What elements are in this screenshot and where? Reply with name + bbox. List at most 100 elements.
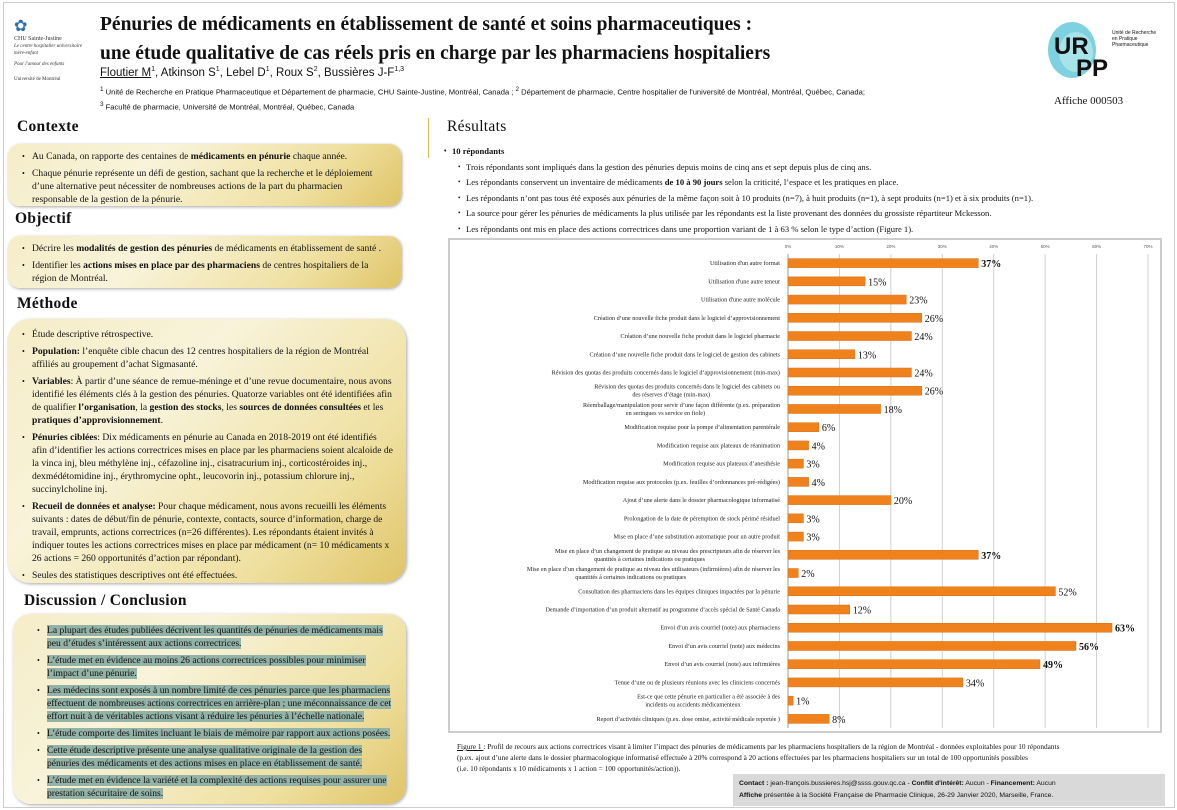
author-name: Lebel D: [226, 66, 266, 79]
bar: [787, 367, 912, 378]
value-label: 52%: [1058, 587, 1076, 598]
value-label: 18%: [884, 405, 902, 416]
author-affil: 1: [265, 66, 270, 73]
value-label: 8%: [832, 715, 845, 726]
value-label: 3%: [806, 460, 819, 471]
bar: [787, 294, 907, 305]
category-label: Consultation des pharmaciens dans les éq…: [578, 588, 780, 595]
bar: [787, 276, 866, 287]
x-tick-label: 40%: [989, 244, 998, 249]
bar: [787, 331, 912, 341]
bar: [787, 550, 979, 560]
section-title-objectif: Objectif: [15, 210, 72, 227]
affiliation-2: Département de pharmacie, Centre hospita…: [519, 87, 865, 97]
bar: [787, 695, 794, 706]
caption-text: : Profil de recours aux actions correctr…: [483, 742, 1060, 751]
bullet-item: L’étude met en évidence au moins 26 acti…: [37, 654, 394, 680]
coi-value: Aucun -: [963, 780, 991, 787]
logo-sub: Le centre hospitalier universitaire mère…: [14, 44, 83, 56]
author-name: Bussières J-F: [324, 66, 395, 79]
poster-title: Pénuries de médicaments en établissement…: [100, 10, 770, 68]
author-affil: 1,3: [394, 66, 405, 73]
value-label: 12%: [853, 606, 871, 617]
value-label: 2%: [801, 569, 814, 580]
text-segment: , les: [221, 402, 240, 413]
x-tick-label: 10%: [835, 244, 844, 249]
figure-caption: Figure 1 : Profil de recours aux actions…: [457, 741, 1157, 774]
category-label: Envoi d’un avis courriel (note) aux phar…: [660, 625, 780, 632]
x-tick-label: 20%: [886, 244, 895, 249]
caption-line-3: (i.e. 10 répondants x 10 médicaments x 1…: [457, 764, 681, 773]
bullet-item: La plupart des études publiées décrivent…: [37, 624, 394, 650]
category-label: Est-ce que cette pénurie en particulier …: [637, 694, 781, 709]
bullet-item: Les médecins sont exposés à un nombre li…: [37, 684, 394, 723]
value-label: 37%: [981, 551, 1001, 562]
text-segment: et les: [360, 402, 384, 413]
svg-text:en Pratique: en Pratique: [1112, 36, 1138, 42]
bullet-text: L’étude met en évidence la variété et la…: [47, 775, 387, 799]
presented-text: présentée à la Société Française de Phar…: [762, 792, 1054, 799]
bar: [787, 404, 881, 414]
bullet-item: Variables: À partir d’une séance de remu…: [22, 375, 394, 427]
bar: [787, 385, 922, 396]
bullet-text: Population: l’enquête cible chacun des 1…: [32, 346, 369, 370]
x-tick-label: 30%: [938, 244, 947, 249]
value-label: 3%: [806, 533, 819, 544]
value-label: 34%: [966, 678, 984, 689]
value-label: 6%: [822, 423, 835, 434]
category-label: Utilisation d'une autre teneur: [708, 278, 780, 285]
value-label: 1%: [796, 697, 809, 708]
value-label: 23%: [909, 296, 927, 307]
text-segment: Chaque pénurie représente un défi de ges…: [32, 168, 373, 205]
x-tick-label: 0%: [785, 244, 792, 249]
text-segment: modalités de gestion des pénuries: [76, 243, 213, 254]
author: Roux S2: [276, 66, 318, 79]
value-label: 24%: [914, 332, 932, 343]
contact-label: Contact :: [739, 780, 769, 787]
bullet-text: Cette étude descriptive présente une ana…: [47, 745, 363, 769]
value-label: 63%: [1115, 624, 1135, 635]
author-affil: 2: [313, 66, 318, 73]
text-segment: gestion des stocks: [149, 402, 222, 413]
category-label: Modification requise aux plateaux d’anes…: [663, 461, 780, 468]
affiliation-1: Unité de Recherche en Pratique Pharmaceu…: [103, 87, 516, 97]
text-segment: de centres hospitaliers de la région de …: [32, 260, 369, 284]
objectif-box: Décrire les modalités de gestion des pén…: [8, 236, 401, 288]
category-label: Réemballage/manipulation pour servir d’u…: [583, 402, 780, 417]
text-segment: Trois répondants sont impliqués dans la …: [466, 161, 872, 172]
sup: 1: [100, 86, 104, 93]
text-segment: Les répondants n’ont pas tous été exposé…: [466, 192, 1034, 203]
category-label: Révision des quotas des produits concern…: [551, 370, 780, 377]
poster-number: Affiche 000503: [1054, 95, 1124, 107]
text-segment: Pour chaque médicament, nous avons recue…: [32, 501, 390, 564]
value-label: 15%: [868, 277, 886, 288]
bar: [787, 531, 804, 542]
text-segment: Décrire les: [32, 243, 77, 254]
text-segment: : À partir d’une séance de remue-méninge…: [32, 376, 392, 413]
bar: [787, 258, 979, 268]
bullet-item: Au Canada, on rapporte des centaines de …: [22, 150, 389, 163]
value-label: 26%: [925, 387, 943, 398]
bullet-item: Décrire les modalités de gestion des pén…: [22, 242, 389, 255]
bullet-text: Étude descriptive rétrospective.: [32, 329, 153, 340]
bullet-text: Au Canada, on rapporte des centaines de …: [32, 151, 347, 162]
divider: [428, 118, 429, 158]
text-segment: L’étude met en évidence au moins 26 acti…: [47, 655, 366, 679]
text-segment: de 10 à 90 jours: [664, 177, 723, 187]
text-segment: Les médecins sont exposés à un nombre li…: [47, 685, 392, 722]
category-label: Modification requise aux plateaux de réa…: [657, 442, 780, 449]
result-item: La source pour gérer les pénuries de méd…: [452, 206, 1033, 222]
result-item: Les répondants conservent un inventaire …: [452, 175, 1033, 191]
methode-box: Étude descriptive rétrospective. Populati…: [8, 319, 406, 583]
chu-logo-icon: ✿: [14, 18, 28, 35]
category-label: Tenue d’une ou de plusieurs réunions ave…: [615, 679, 781, 686]
bullet-item: Identifier les actions mises en place pa…: [22, 259, 389, 285]
text-segment: Seules des statistiques descriptives ont…: [32, 570, 238, 581]
bar: [787, 677, 964, 688]
text-segment: Variables: [32, 376, 71, 387]
value-label: 56%: [1079, 642, 1099, 653]
authors: Floutier M1, Atkinson S1, Lebel D1, Roux…: [100, 66, 405, 79]
text-segment: l’organisation: [78, 402, 136, 413]
text-segment: , la: [135, 402, 150, 413]
x-tick-label: 70%: [1143, 244, 1152, 249]
